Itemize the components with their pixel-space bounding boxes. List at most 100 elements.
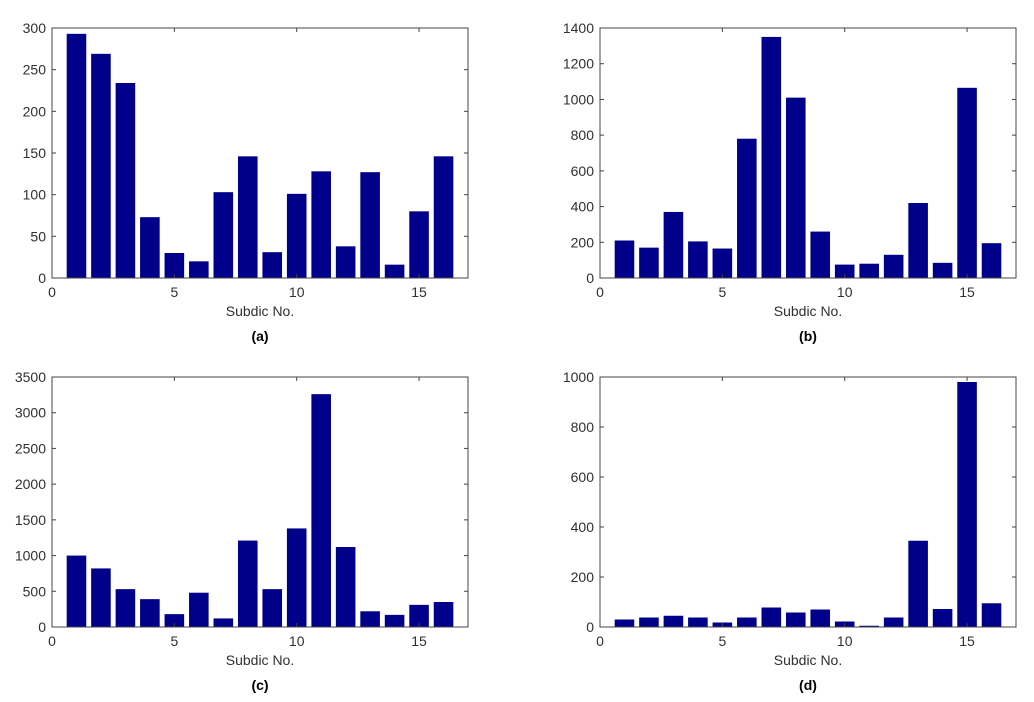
bar (957, 87, 977, 278)
bar (262, 252, 283, 278)
x-tick-label: 10 (837, 284, 853, 300)
x-tick-label: 5 (718, 284, 726, 300)
bar (213, 192, 234, 278)
y-tick-label: 0 (38, 270, 46, 286)
axes-frame (599, 376, 1017, 628)
y-tick-label: 800 (571, 127, 595, 143)
bar (189, 592, 209, 627)
bar (859, 263, 879, 278)
y-tick-label: 100 (23, 187, 47, 203)
bar (908, 203, 928, 278)
x-tick-label: 0 (596, 284, 604, 300)
bar (834, 264, 855, 278)
x-tick-label: 5 (170, 284, 178, 300)
y-tick-label: 2000 (15, 476, 46, 492)
y-tick-label: 500 (23, 583, 47, 599)
bar (91, 568, 111, 627)
bar (737, 138, 757, 278)
bar (360, 172, 380, 278)
panel-caption: (b) (799, 328, 817, 344)
bar (883, 617, 904, 627)
y-tick-label: 400 (571, 199, 595, 215)
bar (761, 607, 782, 627)
bar (957, 382, 977, 627)
bar (688, 241, 708, 278)
y-tick-label: 1500 (15, 512, 46, 528)
bar (237, 156, 258, 278)
bar (932, 262, 953, 278)
bar (140, 217, 160, 278)
x-tick-label: 0 (48, 633, 56, 649)
y-tick-label: 1000 (563, 369, 594, 385)
y-tick-label: 600 (571, 163, 595, 179)
x-axis-label: Subdic No. (774, 303, 842, 319)
x-axis-label: Subdic No. (774, 652, 842, 668)
panel-caption: (d) (799, 677, 817, 693)
bar (66, 555, 87, 627)
bar (859, 625, 879, 627)
y-tick-label: 200 (23, 103, 47, 119)
bar (737, 617, 757, 627)
y-tick-label: 200 (571, 569, 595, 585)
y-tick-label: 2500 (15, 440, 46, 456)
bar (932, 609, 953, 627)
bar (614, 240, 635, 278)
bar (91, 53, 111, 278)
chart-panel: 0 200 400 600 800 1000 0 5 10 15 Subdic No. (d) (563, 369, 1017, 693)
bar (433, 602, 454, 627)
bar (115, 83, 136, 278)
bar (286, 528, 307, 627)
x-tick-label: 15 (959, 284, 975, 300)
bar (761, 36, 782, 279)
y-tick-label: 1000 (563, 91, 594, 107)
bar (409, 604, 429, 627)
x-tick-label: 15 (959, 633, 975, 649)
axes-frame (599, 27, 1017, 279)
chart-panel: 0 500 1000 1500 2000 2500 3000 3500 0 5 10 15 Subdic… (15, 369, 469, 693)
panel-caption: (a) (251, 328, 268, 344)
y-tick-label: 0 (586, 270, 594, 286)
bar (663, 211, 684, 278)
bar (810, 231, 831, 278)
panel-caption: (c) (251, 677, 268, 693)
bar (810, 609, 831, 627)
y-tick-label: 3000 (15, 405, 46, 421)
bar (409, 211, 429, 278)
x-tick-label: 0 (596, 633, 604, 649)
bar (140, 599, 160, 627)
axes-frame (51, 27, 469, 279)
x-tick-label: 15 (411, 633, 427, 649)
x-tick-label: 10 (837, 633, 853, 649)
bar (785, 97, 806, 278)
bar (335, 547, 356, 627)
bar (384, 264, 405, 278)
bar (262, 589, 283, 627)
bar (360, 611, 380, 627)
axes-frame (51, 376, 469, 628)
bar (213, 618, 234, 627)
y-tick-label: 50 (30, 228, 46, 244)
bar (639, 247, 659, 278)
y-tick-label: 600 (571, 469, 595, 485)
bar (311, 394, 331, 627)
bar (433, 156, 454, 278)
bar (883, 254, 904, 278)
bar (663, 615, 684, 627)
y-tick-label: 150 (23, 145, 47, 161)
bar (66, 33, 87, 278)
y-tick-label: 1200 (563, 56, 594, 72)
y-tick-label: 250 (23, 62, 47, 78)
bar (189, 261, 209, 278)
x-tick-label: 15 (411, 284, 427, 300)
x-axis-label: Subdic No. (226, 303, 294, 319)
y-tick-label: 1000 (15, 548, 46, 564)
x-tick-label: 10 (289, 284, 305, 300)
bar (164, 253, 185, 278)
bar (286, 193, 307, 278)
y-tick-label: 400 (571, 519, 595, 535)
chart-panel: 0 200 400 600 800 1000 1200 1400 0 5 10 15 Subdic No… (563, 20, 1017, 344)
y-tick-label: 300 (23, 20, 47, 36)
chart-panel: 0 50 100 150 200 250 300 0 5 10 15 Subdic No. (a) (23, 20, 469, 344)
y-tick-label: 1400 (563, 20, 594, 36)
